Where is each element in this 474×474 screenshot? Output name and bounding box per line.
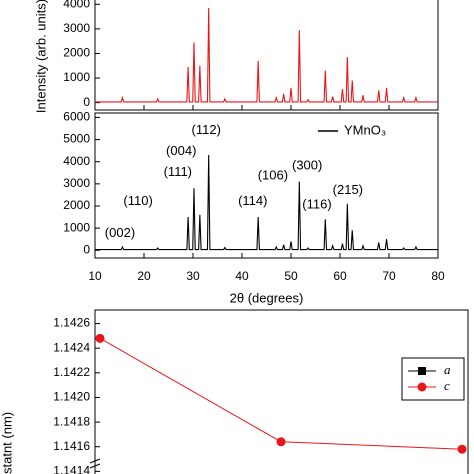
- plot-frame: [94, 309, 469, 474]
- y-tick-label: 2000: [63, 198, 90, 212]
- y-tick-label: 6000: [63, 110, 90, 124]
- peak-label: (004): [166, 143, 196, 158]
- legend-marker: [418, 367, 426, 375]
- peak-label: (111): [164, 164, 192, 179]
- y-tick-label: 1.1422: [53, 365, 90, 379]
- y-tick-label: 0: [83, 242, 90, 256]
- peak-label: (112): [192, 122, 221, 137]
- y-tick-label: 3000: [63, 21, 90, 35]
- x-axis-label: 2θ (degrees): [230, 290, 304, 305]
- y-tick-label: 1000: [63, 70, 90, 84]
- xrd-pattern: [95, 7, 438, 103]
- peak-label: (300): [292, 158, 322, 173]
- y-tick-label: 5000: [63, 132, 90, 146]
- y-tick-label: 4000: [63, 0, 90, 10]
- legend-label: a: [444, 362, 451, 377]
- axis-break: [89, 458, 101, 469]
- peak-label: (110): [123, 193, 152, 208]
- y-tick-label: 4000: [63, 154, 90, 168]
- y-tick-label: 0: [83, 95, 90, 109]
- y-tick-label: 3000: [63, 176, 90, 190]
- y-tick-label: 1.1418: [53, 414, 90, 428]
- legend-label: YMnO₃: [344, 122, 386, 137]
- y-axis-label: Intensity (arb. units): [33, 0, 48, 113]
- x-tick-label: 10: [88, 269, 102, 283]
- x-tick-label: 60: [333, 269, 347, 283]
- y-tick-label: 1.1414: [53, 464, 90, 474]
- point: [95, 333, 105, 343]
- x-tick-label: 30: [186, 269, 200, 283]
- peak-label: (114): [238, 193, 267, 208]
- peak-label: (116): [302, 196, 331, 211]
- plot-frame: [94, 112, 439, 259]
- x-tick-label: 20: [137, 269, 151, 283]
- y-tick-label: 1.1424: [53, 340, 90, 354]
- y-tick-label: 1.1416: [53, 439, 90, 453]
- peak-label: (106): [258, 168, 288, 183]
- x-tick-label: 80: [431, 269, 445, 283]
- point: [457, 444, 467, 454]
- y-tick-label: 1.1420: [53, 390, 90, 404]
- legend-box: [401, 357, 465, 401]
- legend-label: c: [444, 378, 450, 393]
- y-tick-label: 2000: [63, 46, 90, 60]
- y-tick-label: 1.1426: [53, 316, 90, 330]
- x-tick-label: 70: [382, 269, 396, 283]
- y-tick-label: 1000: [63, 220, 90, 234]
- legend-marker: [417, 382, 427, 392]
- point: [276, 437, 286, 447]
- peak-label: (002): [105, 225, 135, 240]
- peak-label: (215): [333, 182, 363, 197]
- x-tick-label: 40: [235, 269, 249, 283]
- x-tick-label: 50: [284, 269, 298, 283]
- y-axis-label: statnt (nm): [0, 412, 14, 474]
- xrd-pattern: [95, 155, 438, 251]
- plot-frame: [94, 0, 439, 111]
